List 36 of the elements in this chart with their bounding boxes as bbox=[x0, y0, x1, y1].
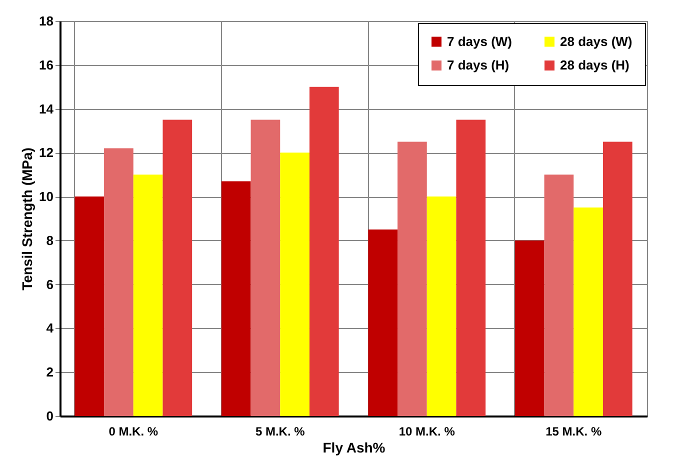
x-tick-label: 15 M.K. % bbox=[546, 424, 602, 438]
y-tick-label: 8 bbox=[46, 232, 54, 248]
bar bbox=[602, 142, 632, 416]
y-axis-title: Tensil Strength (MPa) bbox=[19, 148, 36, 290]
bar bbox=[426, 196, 456, 416]
bar bbox=[133, 174, 163, 416]
x-tick-label: 10 M.K. % bbox=[398, 424, 456, 438]
bar bbox=[456, 120, 486, 416]
y-tick-label: 14 bbox=[39, 101, 54, 116]
bar bbox=[221, 181, 251, 416]
bar bbox=[280, 152, 310, 416]
bar bbox=[309, 86, 339, 416]
bar bbox=[574, 208, 603, 416]
y-tick-label: 2 bbox=[46, 364, 54, 380]
y-tick-label: 6 bbox=[46, 276, 54, 292]
legend-label: 7 days (H) bbox=[447, 58, 510, 72]
x-axis-title: Fly Ash% bbox=[322, 440, 386, 456]
bar bbox=[368, 229, 398, 416]
bar bbox=[544, 174, 574, 416]
y-tick-label: 4 bbox=[46, 320, 54, 336]
y-tick-label: 12 bbox=[39, 145, 54, 160]
bar bbox=[398, 142, 427, 416]
bar bbox=[162, 120, 192, 416]
legend-label: 28 days (W) bbox=[560, 34, 632, 49]
x-tick-label: 0 M.K. % bbox=[108, 424, 158, 438]
y-tick-label: 10 bbox=[39, 189, 54, 204]
legend-label: 7 days (W) bbox=[447, 34, 512, 49]
legend-label: 28 days (H) bbox=[560, 58, 630, 72]
bar bbox=[104, 148, 134, 416]
y-tick-label: 16 bbox=[39, 57, 54, 72]
y-tick-label: 0 bbox=[46, 408, 54, 424]
bar bbox=[514, 240, 544, 416]
bar bbox=[250, 120, 280, 416]
x-tick-label: 5 M.K. % bbox=[255, 424, 306, 438]
y-tick-label: 18 bbox=[39, 14, 54, 28]
bar bbox=[74, 196, 104, 416]
